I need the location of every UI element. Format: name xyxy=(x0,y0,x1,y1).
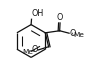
Text: OH: OH xyxy=(32,9,44,18)
Text: Me: Me xyxy=(23,49,33,55)
Text: O: O xyxy=(31,45,38,54)
Text: O: O xyxy=(69,29,76,38)
Text: O: O xyxy=(57,13,63,22)
Text: Me: Me xyxy=(73,32,84,38)
